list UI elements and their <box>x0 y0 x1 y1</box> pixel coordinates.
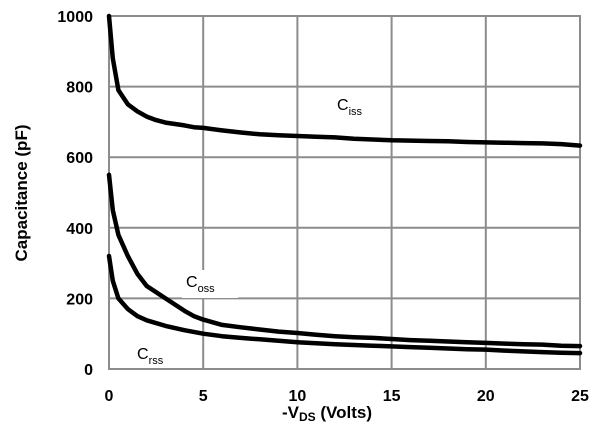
coss-label-main: C <box>186 274 198 291</box>
x-axis-label-main: -V <box>282 403 300 422</box>
crss-label-bg <box>133 343 183 365</box>
crss-label-main: C <box>137 346 149 363</box>
y-tick-label: 400 <box>66 221 93 238</box>
x-tick-label: 5 <box>199 388 208 405</box>
ciss-label-sub: iss <box>349 106 363 118</box>
x-tick-label: 0 <box>105 388 114 405</box>
series-layer <box>106 13 583 356</box>
coss-label-bg <box>182 270 238 298</box>
x-axis-label-sub: DS <box>299 410 316 424</box>
y-tick-label: 800 <box>66 80 93 97</box>
plot-frame <box>108 15 581 370</box>
coss-label: Coss <box>186 274 215 295</box>
series-line-coss <box>106 172 583 349</box>
crss-label: Crss <box>137 346 164 367</box>
ciss-label-bg <box>333 93 383 121</box>
series-line-crss <box>106 253 583 356</box>
x-axis-label: -VDS (Volts) <box>282 403 372 424</box>
x-tick-label: 15 <box>383 388 401 405</box>
grid-layer <box>108 15 581 370</box>
x-tick-label: 25 <box>571 388 589 405</box>
tick-layer: 0 5 10 15 20 25 0 200 400 600 800 1000 <box>57 9 589 405</box>
ciss-label-main: C <box>337 97 349 114</box>
y-tick-label: 0 <box>84 362 93 379</box>
series-line-ciss <box>106 13 583 148</box>
y-axis-label: Capacitance (pF) <box>12 125 31 262</box>
coss-label-sub: oss <box>198 283 216 295</box>
y-tick-label: 1000 <box>57 9 93 26</box>
x-axis-label-suffix: (Volts) <box>316 403 372 422</box>
y-tick-label: 200 <box>66 291 93 308</box>
x-tick-label: 20 <box>477 388 495 405</box>
y-tick-label: 600 <box>66 150 93 167</box>
crss-label-sub: rss <box>149 355 164 367</box>
ciss-label: Ciss <box>337 97 363 118</box>
x-tick-label: 10 <box>289 388 307 405</box>
